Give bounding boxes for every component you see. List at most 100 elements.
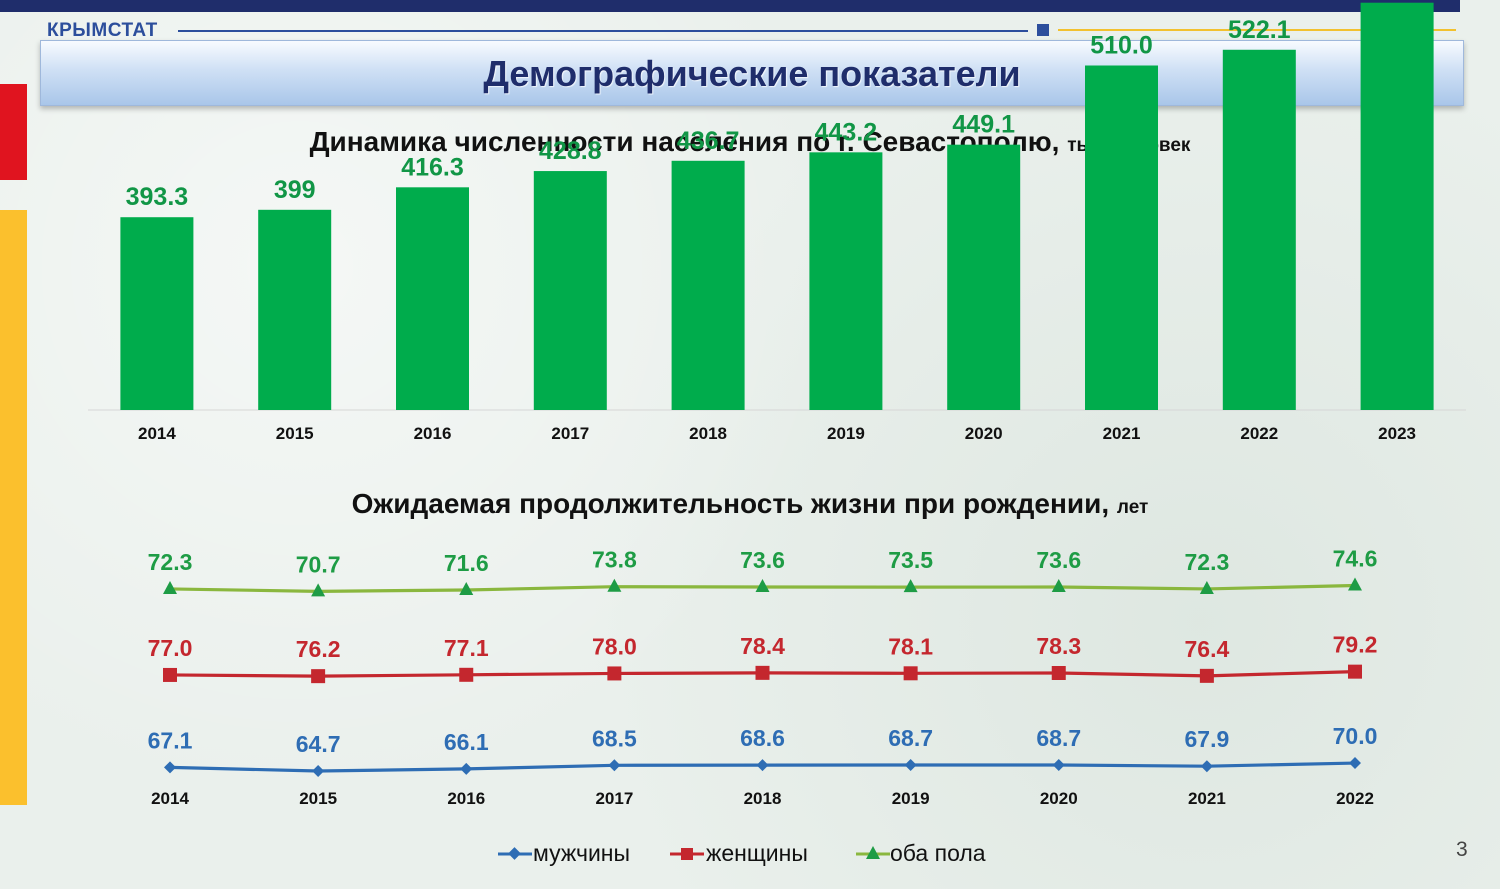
line-year-tick-label: 2022 — [1336, 789, 1374, 808]
legend-marker-women — [670, 848, 704, 860]
data-label-women: 77.0 — [148, 635, 193, 661]
legend-item-women: женщины — [668, 840, 828, 868]
data-label-both: 73.6 — [1036, 547, 1081, 573]
population-chart-title: Динамика численности населения по г. Сев… — [0, 126, 1500, 158]
point-marker-men — [1052, 759, 1065, 771]
line-year-tick-label: 2017 — [595, 789, 633, 808]
data-label-both: 73.6 — [740, 547, 785, 573]
bar-value-label: 436.7 — [677, 127, 740, 155]
legend-item-men: мужчины — [496, 840, 646, 868]
life-expectancy-chart-title-text: Ожидаемая продолжительность жизни при ро… — [351, 488, 1110, 519]
line-year-tick-label: 2020 — [1040, 789, 1078, 808]
bar-value-label: 399 — [274, 176, 316, 204]
point-marker-men — [756, 759, 769, 772]
point-marker-men — [904, 759, 917, 771]
population-bar — [1222, 49, 1296, 411]
point-marker-men — [1200, 760, 1213, 773]
population-bar — [1360, 2, 1434, 411]
point-marker-men — [164, 761, 176, 774]
bar-year-tick-label: 2021 — [1103, 424, 1141, 443]
data-label-women: 78.3 — [1036, 633, 1081, 659]
bar-value-label: 443.2 — [815, 118, 878, 146]
population-bar-chart: 393.3 2014 399 2015 416.3 2016 428.8 2017 436.7 2… — [88, 2, 1466, 443]
line-year-tick-label: 2015 — [299, 789, 337, 808]
bar-year-tick-label: 2015 — [276, 424, 314, 443]
data-label-both: 72.3 — [148, 549, 193, 575]
line-year-tick-label: 2014 — [151, 789, 189, 808]
point-marker-women — [755, 665, 770, 680]
point-marker-both — [903, 579, 918, 593]
point-marker-women — [311, 669, 326, 684]
point-marker-both — [1051, 579, 1066, 592]
bar-value-label: 393.3 — [126, 183, 189, 211]
bar-value-label: 428.8 — [539, 137, 602, 165]
line-year-tick-label: 2016 — [447, 789, 485, 808]
brand-name: КРЫМСТАТ — [47, 20, 158, 41]
bar-value-label: 510.0 — [1090, 32, 1153, 60]
left-red-accent — [0, 84, 27, 180]
data-label-women: 78.4 — [740, 633, 785, 659]
data-label-women: 77.1 — [444, 635, 489, 661]
data-label-both: 71.6 — [444, 550, 489, 576]
page-number: 3 — [1456, 838, 1468, 861]
data-label-men: 67.9 — [1184, 726, 1229, 752]
line-year-tick-label: 2018 — [744, 789, 782, 808]
point-marker-both — [1348, 577, 1362, 591]
bar-year-tick-label: 2020 — [965, 424, 1003, 443]
population-chart-title-text: Динамика численности населения по г. Сев… — [309, 126, 1060, 157]
bar-year-tick-label: 2019 — [827, 424, 865, 443]
point-marker-women — [1348, 664, 1362, 679]
line-year-tick-label: 2019 — [892, 789, 930, 808]
data-label-men: 66.1 — [444, 729, 489, 755]
population-bar — [671, 160, 745, 410]
point-marker-both — [459, 582, 474, 595]
point-marker-men — [608, 759, 621, 772]
legend-marker-men — [498, 847, 532, 860]
point-marker-women — [1199, 668, 1214, 683]
brand-square-marker — [1037, 24, 1049, 36]
data-label-men: 68.7 — [888, 725, 933, 751]
bar-year-tick-label: 2022 — [1240, 424, 1278, 443]
data-label-both: 74.6 — [1333, 546, 1378, 572]
bar-value-label: 522.1 — [1228, 16, 1291, 44]
point-marker-women — [163, 667, 177, 682]
brand-divider-line-yellow — [1058, 29, 1456, 31]
bar-year-tick-label: 2017 — [551, 424, 589, 443]
life-expectancy-chart-title: Ожидаемая продолжительность жизни при ро… — [0, 488, 1500, 520]
point-marker-men — [1349, 757, 1361, 770]
point-marker-women — [1051, 666, 1066, 680]
population-bar — [533, 171, 607, 410]
point-marker-women — [607, 666, 622, 681]
point-marker-men — [460, 762, 473, 775]
point-marker-both — [163, 580, 177, 594]
slide-title: Демографические показатели — [483, 53, 1021, 94]
data-label-men: 70.0 — [1333, 723, 1378, 749]
bar-year-tick-label: 2023 — [1378, 424, 1416, 443]
legend-marker-both — [856, 846, 890, 859]
brand-divider-line — [178, 30, 1028, 32]
point-marker-women — [459, 667, 474, 682]
data-label-men: 67.1 — [148, 727, 193, 753]
point-marker-both — [755, 579, 770, 592]
legend-item-both: оба пола — [854, 840, 1014, 868]
bar-year-tick-label: 2018 — [689, 424, 727, 443]
data-label-women: 79.2 — [1333, 632, 1378, 658]
point-marker-both — [1199, 580, 1214, 594]
bar-year-tick-label: 2014 — [138, 424, 176, 443]
data-label-men: 64.7 — [296, 731, 341, 757]
point-marker-both — [311, 583, 326, 597]
bar-value-label: 416.3 — [401, 153, 464, 181]
data-label-women: 76.4 — [1184, 636, 1229, 662]
population-bar — [120, 217, 194, 410]
life-expectancy-chart-unit: лет — [1116, 497, 1149, 518]
population-bar — [947, 144, 1021, 411]
data-label-women: 76.2 — [296, 636, 341, 662]
point-marker-men — [312, 765, 325, 777]
line-year-tick-label: 2021 — [1188, 789, 1226, 808]
bar-value-label: 449.1 — [952, 111, 1015, 139]
data-label-both: 72.3 — [1184, 549, 1229, 575]
data-label-both: 73.5 — [888, 547, 933, 573]
population-bar — [396, 187, 469, 410]
population-bar — [258, 209, 332, 410]
